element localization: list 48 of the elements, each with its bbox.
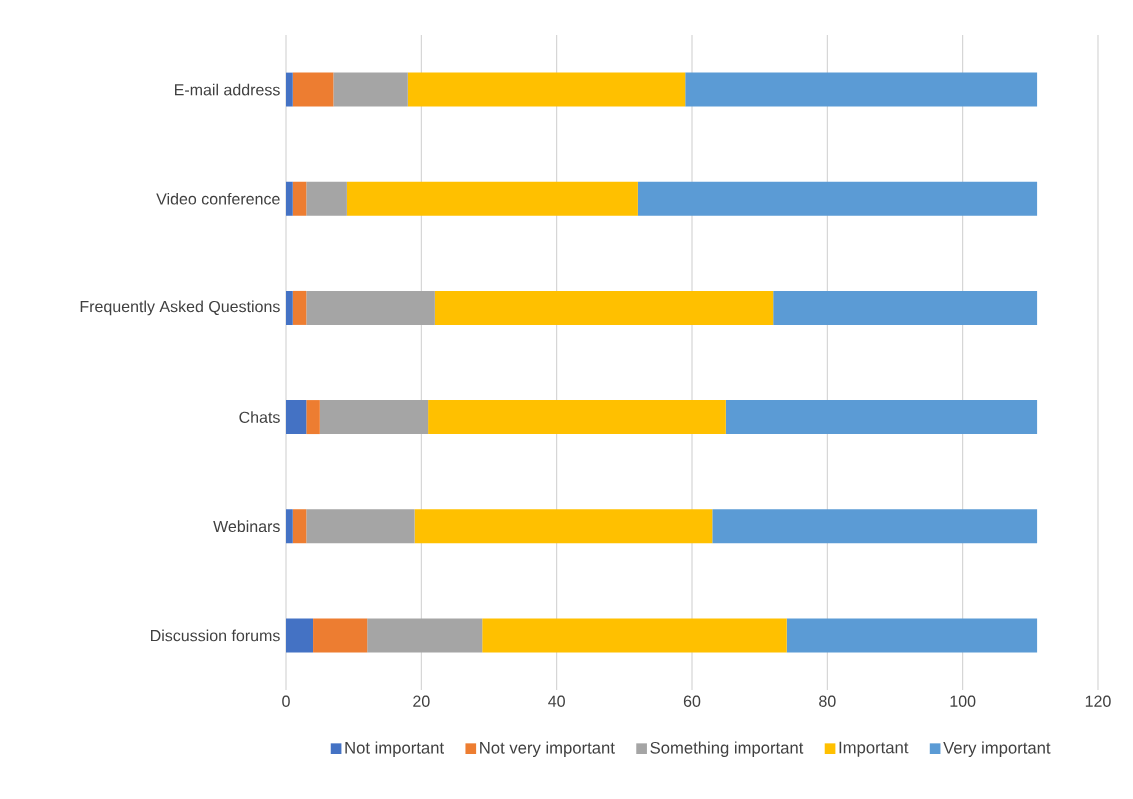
bar	[346, 181, 638, 216]
bar	[637, 181, 1038, 216]
legend-label: Something important	[650, 741, 804, 757]
bar	[292, 181, 307, 216]
x-tick-label: 60	[683, 695, 701, 707]
x-tick-label: 120	[1085, 695, 1111, 707]
y-tick-label: Discussion forums	[151, 629, 280, 642]
bar	[306, 290, 435, 325]
bar	[482, 618, 787, 653]
legend-label: Not very important	[480, 741, 615, 757]
bar	[434, 290, 774, 325]
bar	[306, 400, 320, 435]
bar	[712, 509, 1038, 544]
legend-label: Not important	[345, 741, 444, 757]
bar	[306, 181, 347, 216]
bar	[286, 618, 314, 653]
y-tick-label: Chats	[239, 411, 280, 423]
bar	[367, 618, 483, 653]
x-tick-label: 20	[413, 695, 430, 707]
bar	[428, 400, 726, 435]
bar	[286, 400, 307, 435]
x-tick-label: 80	[819, 695, 836, 707]
bar	[292, 509, 307, 544]
bar	[414, 509, 713, 544]
bar	[286, 181, 293, 216]
bar	[725, 400, 1038, 435]
y-tick-label: Webinars	[213, 520, 280, 533]
bar	[786, 618, 1038, 653]
x-tick-label: 40	[548, 695, 565, 707]
bar	[286, 509, 293, 544]
bar	[292, 72, 334, 107]
bar	[333, 72, 408, 107]
bar	[313, 618, 368, 653]
bar	[319, 400, 429, 435]
legend-label: Important	[839, 741, 909, 757]
x-tick-label: 100	[950, 695, 976, 707]
x-tick-label: 0	[282, 695, 290, 707]
bar	[407, 72, 686, 107]
bar	[286, 72, 293, 107]
bar	[773, 290, 1038, 325]
bar	[306, 509, 415, 544]
y-tick-label: Video conference	[156, 192, 280, 205]
y-tick-label: Frequently Asked Questions	[80, 300, 280, 316]
y-tick-label: E-mail address	[175, 83, 280, 96]
bar	[685, 72, 1038, 107]
bar	[292, 290, 307, 325]
bar	[286, 290, 293, 325]
legend-label: Very important	[943, 741, 1051, 757]
